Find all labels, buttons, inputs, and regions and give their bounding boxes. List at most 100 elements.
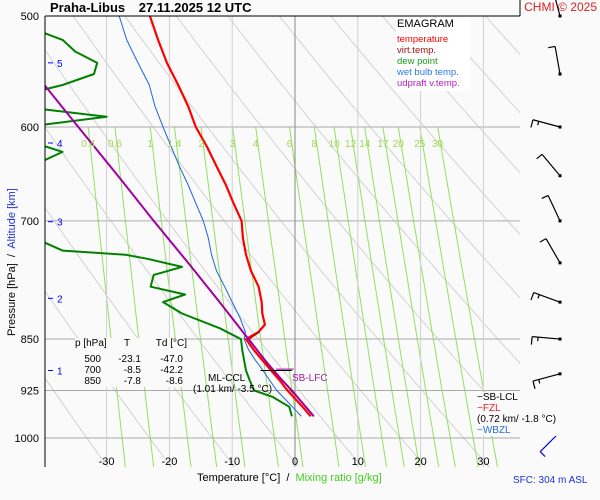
dry-adiabat-line <box>45 49 363 467</box>
table-header: p [hPa] T Td [°C] <box>75 338 187 349</box>
table-cell-t: -23.1 <box>118 354 141 365</box>
altitude-tick-label: 3 <box>57 218 63 229</box>
mixing-ratio-line <box>200 126 246 467</box>
x-tick-label: -30 <box>99 456 115 468</box>
wind-barb-feather <box>548 45 556 49</box>
dry-adiabat-line <box>45 126 300 467</box>
legend-updraft: udpraft v.temp. <box>397 78 460 89</box>
altitude-tick-label: 5 <box>57 59 63 70</box>
dry-adiabat-line <box>278 16 520 299</box>
table-cell-td: -8.6 <box>165 376 183 387</box>
fzl-value: (0.72 km/ -1.8 °C) <box>477 414 557 425</box>
mixing-ratio-label: 17 <box>377 139 389 150</box>
mixing-ratio-label: 1 <box>147 139 153 150</box>
table-cell-p: 850 <box>84 376 101 387</box>
series-temperature <box>148 16 312 418</box>
x-tick-label: -20 <box>161 456 177 468</box>
wind-barb-staff <box>545 238 561 264</box>
mixing-ratio-line <box>350 126 405 467</box>
sb-lcl-text: SB-LCL <box>482 392 518 403</box>
sb-lfc-label: SB-LFC <box>292 373 328 384</box>
mixing-ratio-line <box>289 126 340 467</box>
wind-barb-station <box>558 14 562 18</box>
y-axis-label-altitude: Altitude [km] <box>6 188 18 249</box>
wind-barb-half-feather <box>537 121 540 126</box>
dry-adiabat-line <box>588 16 600 474</box>
dry-adiabat-line <box>124 16 491 467</box>
x-tick-label: 30 <box>477 456 489 468</box>
y-tick-label: 1000 <box>15 433 39 445</box>
mixing-ratio-label: 4 <box>253 139 259 150</box>
wbzl-label: −WBZL <box>477 425 511 436</box>
wind-barbs <box>519 0 562 458</box>
y-axis-label: Pressure [hPa] / Altitude [km] <box>6 188 18 336</box>
mixing-ratio-line <box>232 126 279 467</box>
wind-barb-station <box>558 300 562 304</box>
wind-barb-staff <box>555 0 561 17</box>
mixing-ratio-line <box>419 126 479 467</box>
wind-barb-feather <box>539 238 547 243</box>
wind-barb-station <box>558 372 562 376</box>
mixing-ratio-label: 30 <box>432 139 444 150</box>
mixing-ratio-line <box>313 126 366 467</box>
wind-barb-feather <box>539 451 546 458</box>
wind-barb-feather <box>541 194 549 199</box>
fzl-text: FZL <box>482 403 501 414</box>
x-axis-label-mixing-ratio: Mixing ratio [g/kg] <box>295 472 382 484</box>
series <box>45 16 315 418</box>
wind-barb-station <box>558 261 562 265</box>
table-cell-td: -47.0 <box>160 354 183 365</box>
x-axis-label-temperature: Temperature [°C] <box>197 472 281 484</box>
wind-barb-station <box>558 174 562 178</box>
table-cell-p: 700 <box>84 365 101 376</box>
wind-barb-station <box>558 337 562 341</box>
mixing-ratio-lines <box>87 126 499 467</box>
mixing-ratio-line <box>333 126 388 467</box>
wind-barb-station <box>558 125 562 129</box>
table-header-t: T <box>123 338 131 349</box>
mixing-ratio-label: 0.6 <box>108 139 122 150</box>
dry-adiabat-line <box>227 16 520 365</box>
mixing-ratio-line <box>114 126 155 467</box>
dry-adiabat-line <box>45 206 236 467</box>
mixing-ratio-line <box>149 126 192 467</box>
mixing-ratio-label: 20 <box>393 139 405 150</box>
mixing-ratio-label: 2 <box>198 139 204 150</box>
wind-barb-station <box>558 72 562 76</box>
dry-adiabat-line <box>382 16 520 174</box>
wind-barb-staff <box>532 119 561 128</box>
series-udpraft-v-temp <box>45 84 315 417</box>
y-tick-label: 925 <box>21 386 39 398</box>
dry-adiabat-line <box>330 16 520 236</box>
ml-ccl-label: ML-CCL <box>208 373 246 384</box>
legend-dew-point: dew point <box>397 56 438 67</box>
datetime: 27.11.2025 12 UTC <box>138 0 252 15</box>
mixing-ratio-label: 25 <box>414 139 426 150</box>
level-annotations: −SB-LCL −FZL (0.72 km/ -1.8 °C) −WBZL <box>477 392 589 436</box>
dry-adiabat-line <box>72 16 427 467</box>
y-tick-label: 850 <box>21 334 39 346</box>
table-row: 500 -23.1 -47.0 <box>75 354 187 365</box>
table-cell-p: 500 <box>84 354 101 365</box>
mixing-ratio-label: 14 <box>359 139 371 150</box>
y-tick-label: 500 <box>21 11 39 23</box>
altitude-tick-label: 1 <box>57 366 63 377</box>
wind-barb-staff <box>532 373 561 382</box>
copyright: CHMI © 2025 <box>524 0 597 14</box>
altitude-tick-label: 2 <box>57 294 63 305</box>
y-tick-label: 600 <box>21 122 39 134</box>
series-wet-bulb-temp <box>118 16 302 417</box>
mixing-ratio-line <box>87 126 126 467</box>
wind-barb-staff <box>554 46 561 75</box>
table-row: 850 -7.8 -8.6 <box>75 376 187 387</box>
chart-title: Praha-Libus 27.11.2025 12 UTC <box>50 0 252 15</box>
dry-adiabats <box>45 16 600 474</box>
station-name: Praha-Libus <box>50 0 126 15</box>
legend-virt-temp: virt.temp. <box>397 45 437 56</box>
wind-barb-feather <box>530 119 534 128</box>
mixing-ratio-label: 8 <box>312 139 318 150</box>
table-header-p: p [hPa] <box>75 338 107 349</box>
y-tick-label: 700 <box>21 216 39 228</box>
wind-barb-feather <box>532 380 536 389</box>
